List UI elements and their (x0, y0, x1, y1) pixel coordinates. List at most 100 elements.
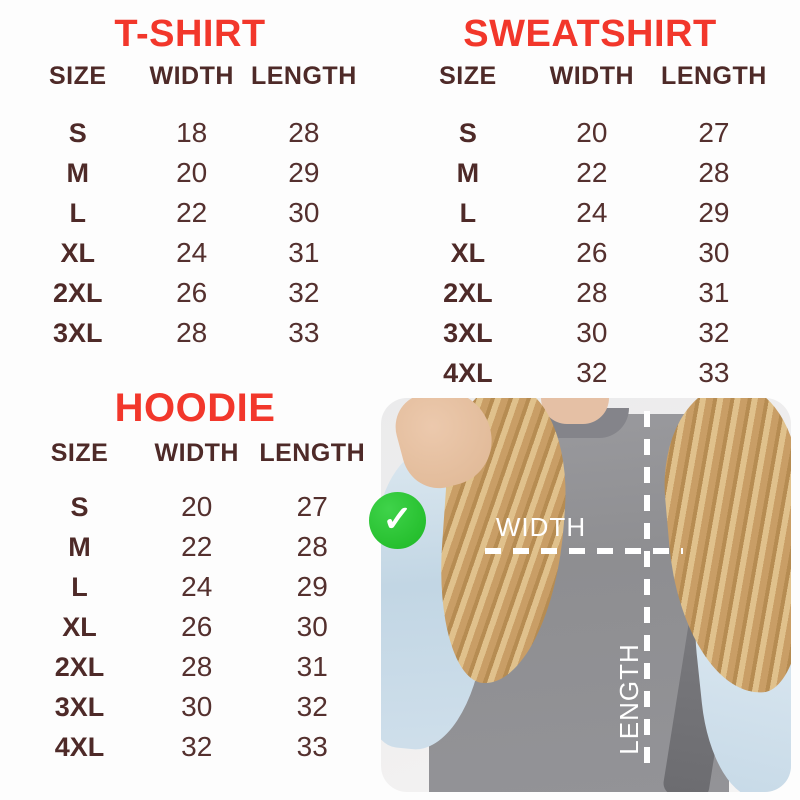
sweatshirt-title: SWEATSHIRT (463, 13, 717, 55)
value-cell: 28 (176, 317, 208, 348)
size-cell: M (68, 531, 91, 562)
value-cell: 33 (698, 357, 730, 388)
value-cell: 28 (181, 651, 213, 682)
size-cell: S (68, 117, 87, 148)
column-header: LENGTH (259, 439, 366, 467)
size-cell: S (458, 117, 477, 148)
value-cell: 28 (576, 277, 608, 308)
table-row: 3XL 30 32 (20, 687, 370, 727)
table-row: S 20 27 (405, 113, 775, 153)
value-cell: 29 (288, 157, 320, 188)
size-cell: 3XL (443, 317, 493, 348)
value-cell: 32 (181, 731, 213, 762)
length-label: LENGTH (614, 643, 644, 755)
table-row: 2XL 26 32 (20, 273, 360, 313)
column-header: SIZE (49, 62, 107, 90)
table-row: S 18 28 (20, 113, 360, 153)
value-cell: 27 (698, 117, 730, 148)
value-cell: 28 (296, 531, 328, 562)
value-cell: 22 (176, 197, 208, 228)
size-cell: XL (450, 237, 486, 268)
size-cell: XL (60, 237, 96, 268)
value-cell: 28 (288, 117, 320, 148)
hoodie-title: HOODIE (114, 386, 276, 430)
value-cell: 22 (576, 157, 608, 188)
column-header: WIDTH (154, 439, 239, 467)
tshirt-title: T-SHIRT (114, 13, 266, 55)
value-cell: 26 (576, 237, 608, 268)
size-cell: L (69, 197, 87, 228)
value-cell: 30 (288, 197, 320, 228)
value-cell: 24 (181, 571, 213, 602)
table-row: XL 24 31 (20, 233, 360, 273)
value-cell: 18 (176, 117, 208, 148)
value-cell: 22 (181, 531, 213, 562)
sweatshirt-header-row: SIZE WIDTH LENGTH (405, 62, 775, 90)
table-row: M 20 29 (20, 153, 360, 193)
hoodie-table: HOODIE SIZE WIDTH LENGTH S 20 27 M 22 28 L 24 29 XL… (20, 385, 370, 767)
value-cell: 29 (296, 571, 328, 602)
table-row: M 22 28 (405, 153, 775, 193)
checkmark-icon: ✓ (369, 492, 426, 549)
table-row: 4XL 32 33 (20, 727, 370, 767)
value-cell: 32 (698, 317, 730, 348)
size-cell: L (459, 197, 477, 228)
value-cell: 33 (296, 731, 328, 762)
value-cell: 30 (576, 317, 608, 348)
size-cell: 3XL (54, 691, 105, 722)
length-dashed-line (644, 411, 650, 773)
column-header: LENGTH (250, 62, 357, 90)
value-cell: 28 (698, 157, 730, 188)
size-cell: 4XL (54, 731, 105, 762)
size-cell: XL (62, 611, 97, 642)
value-cell: 24 (176, 237, 208, 268)
table-row: 2XL 28 31 (20, 647, 370, 687)
value-cell: 20 (176, 157, 208, 188)
table-row: XL 26 30 (20, 607, 370, 647)
value-cell: 29 (698, 197, 730, 228)
tshirt-rows: S 18 28 M 20 29 L 22 30 XL 24 31 2XL 26 32 3XL 28 33 (20, 113, 360, 353)
table-row: 4XL 32 33 (405, 353, 775, 393)
column-header: LENGTH (661, 62, 767, 90)
table-row: L 24 29 (405, 193, 775, 233)
table-row: 2XL 28 31 (405, 273, 775, 313)
size-cell: 4XL (443, 357, 493, 388)
value-cell: 31 (288, 237, 320, 268)
value-cell: 30 (181, 691, 213, 722)
column-header: WIDTH (549, 62, 635, 90)
size-cell: S (70, 491, 89, 522)
checkmark-glyph: ✓ (382, 498, 413, 539)
value-cell: 32 (576, 357, 608, 388)
size-cell: M (456, 157, 480, 188)
table-row: 3XL 28 33 (20, 313, 360, 353)
size-guide-photo: WIDTH LENGTH (381, 398, 791, 792)
table-row: XL 26 30 (405, 233, 775, 273)
tshirt-table: T-SHIRT SIZE WIDTH LENGTH S 18 28 M 20 29 L 22 30 X… (20, 8, 360, 353)
value-cell: 20 (576, 117, 608, 148)
size-cell: M (66, 157, 90, 188)
value-cell: 30 (698, 237, 730, 268)
table-row: L 22 30 (20, 193, 360, 233)
size-cell: L (71, 571, 88, 602)
sweatshirt-table: SWEATSHIRT SIZE WIDTH LENGTH S 20 27 M 22 28 L 24… (405, 8, 775, 393)
value-cell: 32 (296, 691, 328, 722)
table-row: L 24 29 (20, 567, 370, 607)
value-cell: 31 (698, 277, 730, 308)
column-header: WIDTH (149, 62, 234, 90)
width-dashed-line (485, 548, 683, 554)
size-cell: 2XL (54, 651, 105, 682)
size-cell: 2XL (443, 277, 493, 308)
tshirt-header-row: SIZE WIDTH LENGTH (20, 62, 360, 90)
value-cell: 30 (296, 611, 328, 642)
column-header: SIZE (50, 439, 109, 467)
table-row: M 22 28 (20, 527, 370, 567)
column-header: SIZE (439, 62, 497, 90)
hoodie-header-row: SIZE WIDTH LENGTH (20, 439, 370, 467)
value-cell: 26 (181, 611, 213, 642)
hoodie-rows: S 20 27 M 22 28 L 24 29 XL 26 30 2XL 28 31 3XL 30 32 4XL 32… (20, 487, 370, 767)
value-cell: 20 (181, 491, 213, 522)
value-cell: 27 (296, 491, 328, 522)
table-row: S 20 27 (20, 487, 370, 527)
value-cell: 33 (288, 317, 320, 348)
